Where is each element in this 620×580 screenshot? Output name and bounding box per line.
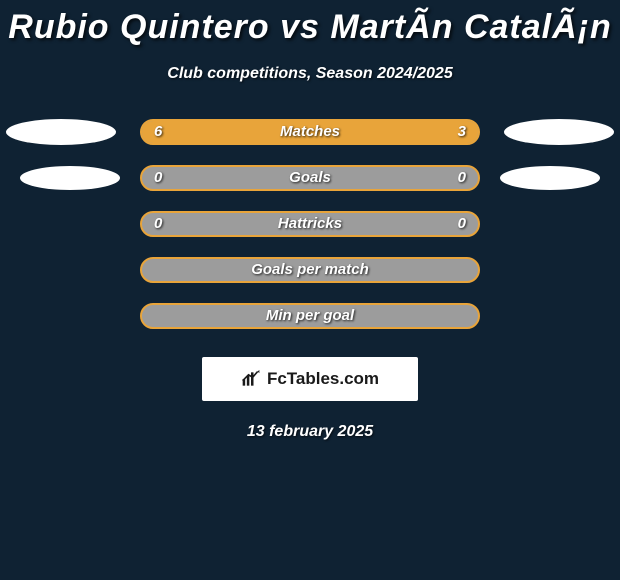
stat-label: Goals per match bbox=[142, 259, 478, 281]
stat-bar: Goals per match bbox=[140, 257, 480, 283]
stat-bar: Min per goal bbox=[140, 303, 480, 329]
stat-bar-left-fill bbox=[142, 121, 366, 143]
stat-bar: 0 0Goals bbox=[140, 165, 480, 191]
stat-value-right: 0 bbox=[458, 167, 466, 189]
player-badge-left bbox=[6, 119, 116, 145]
page-title: Rubio Quintero vs MartÃ­n CatalÃ¡n bbox=[0, 0, 620, 47]
player-badge-right bbox=[500, 166, 600, 190]
stat-row: Goals per match bbox=[0, 257, 620, 283]
stat-bar: 0 0Hattricks bbox=[140, 211, 480, 237]
player-badge-left bbox=[20, 166, 120, 190]
stat-row: Min per goal bbox=[0, 303, 620, 329]
logo-text: FcTables.com bbox=[267, 369, 379, 389]
stat-label: Goals bbox=[142, 167, 478, 189]
stat-label: Min per goal bbox=[142, 305, 478, 327]
stat-value-right: 3 bbox=[458, 121, 466, 143]
stat-bar: 63Matches bbox=[140, 119, 480, 145]
bars-icon bbox=[241, 369, 261, 389]
date-text: 13 february 2025 bbox=[0, 423, 620, 441]
stat-value-left: 0 bbox=[154, 167, 162, 189]
stat-value-left: 0 bbox=[154, 213, 162, 235]
stat-value-left: 6 bbox=[154, 121, 162, 143]
subtitle: Club competitions, Season 2024/2025 bbox=[0, 65, 620, 83]
stat-value-right: 0 bbox=[458, 213, 466, 235]
stats-container: 63Matches00Goals00HattricksGoals per mat… bbox=[0, 119, 620, 329]
player-badge-right bbox=[504, 119, 614, 145]
stat-row: 63Matches bbox=[0, 119, 620, 145]
stat-row: 0 0Hattricks bbox=[0, 211, 620, 237]
fctables-logo[interactable]: FcTables.com bbox=[202, 357, 418, 401]
stat-label: Hattricks bbox=[142, 213, 478, 235]
stat-row: 0 0Goals bbox=[0, 165, 620, 191]
